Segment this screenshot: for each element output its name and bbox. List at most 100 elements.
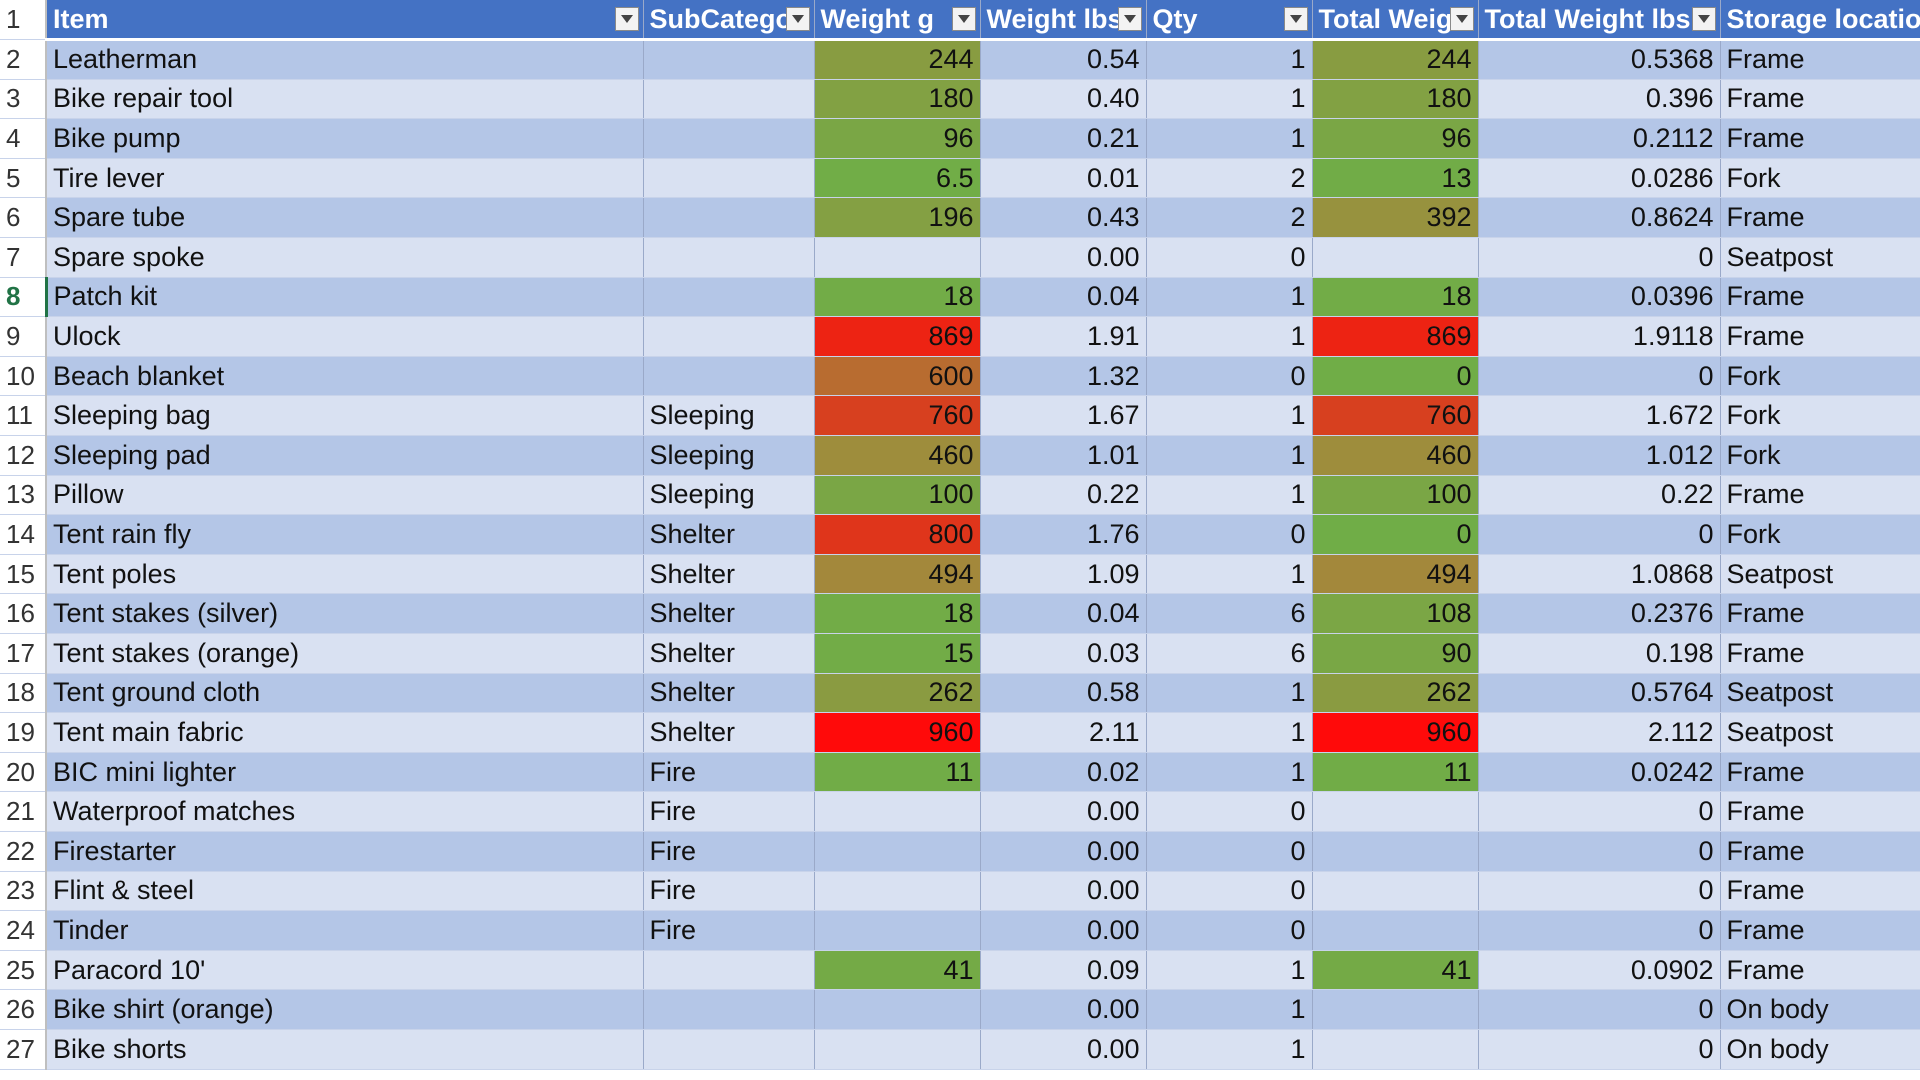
cell-subcategory[interactable]: Shelter: [643, 633, 815, 674]
cell-subcategory[interactable]: Shelter: [643, 712, 815, 753]
row-number[interactable]: 6: [0, 197, 47, 239]
cell-item[interactable]: Beach blanket: [46, 356, 644, 397]
cell-weight-g[interactable]: [814, 237, 981, 278]
cell-weight-g[interactable]: 18: [814, 593, 981, 634]
cell-weight-g[interactable]: 41: [814, 950, 981, 991]
cell-weight-g[interactable]: 6.5: [814, 158, 981, 199]
cell-total-weight[interactable]: [1312, 989, 1479, 1030]
cell-weight-lbs[interactable]: 0.00: [980, 871, 1147, 912]
cell-total-weight-lbs[interactable]: 1.012: [1478, 435, 1721, 476]
cell-subcategory[interactable]: Sleeping: [643, 435, 815, 476]
cell-storage-location[interactable]: On body: [1720, 1029, 1920, 1070]
cell-storage-location[interactable]: Frame: [1720, 871, 1920, 912]
cell-item[interactable]: Tire lever: [46, 158, 644, 199]
cell-storage-location[interactable]: Frame: [1720, 475, 1920, 516]
cell-storage-location[interactable]: Frame: [1720, 831, 1920, 872]
cell-item[interactable]: Patch kit: [46, 277, 644, 318]
row-number[interactable]: 7: [0, 237, 47, 278]
cell-total-weight[interactable]: 869: [1312, 316, 1479, 357]
cell-item[interactable]: Bike shorts: [46, 1029, 644, 1070]
cell-item[interactable]: BIC mini lighter: [46, 752, 644, 793]
cell-qty[interactable]: 1: [1146, 79, 1313, 120]
row-number[interactable]: 15: [0, 554, 47, 595]
row-number[interactable]: 26: [0, 989, 47, 1030]
cell-total-weight[interactable]: 41: [1312, 950, 1479, 991]
cell-item[interactable]: Ulock: [46, 316, 644, 357]
row-number[interactable]: 13: [0, 475, 47, 516]
cell-qty[interactable]: 6: [1146, 633, 1313, 674]
row-number[interactable]: 16: [0, 593, 47, 634]
column-header-total-weight-lbs[interactable]: Total Weight lbs: [1478, 0, 1721, 42]
filter-dropdown-button[interactable]: [614, 7, 639, 31]
filter-dropdown-button[interactable]: [951, 7, 976, 31]
cell-item[interactable]: Spare tube: [46, 197, 644, 239]
cell-qty[interactable]: 1: [1146, 475, 1313, 516]
cell-subcategory[interactable]: [643, 79, 815, 120]
cell-total-weight[interactable]: [1312, 791, 1479, 832]
filter-dropdown-button[interactable]: [1283, 7, 1308, 31]
cell-item[interactable]: Tent main fabric: [46, 712, 644, 753]
cell-subcategory[interactable]: Shelter: [643, 593, 815, 634]
cell-total-weight[interactable]: [1312, 871, 1479, 912]
cell-total-weight[interactable]: 11: [1312, 752, 1479, 793]
cell-item[interactable]: Firestarter: [46, 831, 644, 872]
cell-item[interactable]: Paracord 10': [46, 950, 644, 991]
row-number[interactable]: 2: [0, 39, 47, 80]
row-number[interactable]: 1: [0, 0, 47, 41]
cell-weight-g[interactable]: [814, 831, 981, 872]
cell-storage-location[interactable]: Fork: [1720, 356, 1920, 397]
cell-total-weight-lbs[interactable]: 0.22: [1478, 475, 1721, 516]
cell-storage-location[interactable]: Frame: [1720, 39, 1920, 80]
cell-weight-g[interactable]: 760: [814, 395, 981, 437]
row-number[interactable]: 14: [0, 514, 47, 555]
cell-total-weight-lbs[interactable]: 0: [1478, 514, 1721, 555]
row-number[interactable]: 25: [0, 950, 47, 991]
column-header-weight-lbs[interactable]: Weight lbs: [980, 0, 1147, 42]
cell-total-weight-lbs[interactable]: 0.0902: [1478, 950, 1721, 991]
row-number[interactable]: 5: [0, 158, 47, 199]
cell-weight-lbs[interactable]: 0.43: [980, 197, 1147, 239]
cell-qty[interactable]: 1: [1146, 554, 1313, 595]
row-number[interactable]: 4: [0, 118, 47, 159]
cell-item[interactable]: Spare spoke: [46, 237, 644, 278]
filter-dropdown-button[interactable]: [1691, 7, 1716, 31]
cell-weight-lbs[interactable]: 1.09: [980, 554, 1147, 595]
cell-item[interactable]: Tent rain fly: [46, 514, 644, 555]
cell-total-weight[interactable]: 960: [1312, 712, 1479, 753]
cell-item[interactable]: Tent stakes (orange): [46, 633, 644, 674]
cell-total-weight-lbs[interactable]: 1.672: [1478, 395, 1721, 437]
cell-weight-g[interactable]: 18: [814, 277, 981, 318]
cell-subcategory[interactable]: [643, 237, 815, 278]
cell-weight-g[interactable]: 262: [814, 673, 981, 714]
cell-total-weight-lbs[interactable]: 1.9118: [1478, 316, 1721, 357]
filter-dropdown-button[interactable]: [1449, 7, 1474, 31]
cell-subcategory[interactable]: [643, 277, 815, 318]
cell-subcategory[interactable]: Fire: [643, 910, 815, 951]
cell-total-weight[interactable]: 262: [1312, 673, 1479, 714]
cell-weight-lbs[interactable]: 0.00: [980, 831, 1147, 872]
cell-total-weight-lbs[interactable]: 0.2112: [1478, 118, 1721, 159]
cell-subcategory[interactable]: [643, 316, 815, 357]
cell-qty[interactable]: 2: [1146, 158, 1313, 199]
cell-subcategory[interactable]: Sleeping: [643, 475, 815, 516]
cell-weight-lbs[interactable]: 1.91: [980, 316, 1147, 357]
cell-weight-lbs[interactable]: 0.00: [980, 989, 1147, 1030]
cell-storage-location[interactable]: Seatpost: [1720, 237, 1920, 278]
cell-weight-lbs[interactable]: 1.01: [980, 435, 1147, 476]
row-number[interactable]: 17: [0, 633, 47, 674]
cell-total-weight-lbs[interactable]: 0.0396: [1478, 277, 1721, 318]
cell-weight-g[interactable]: 11: [814, 752, 981, 793]
cell-total-weight-lbs[interactable]: 0.198: [1478, 633, 1721, 674]
cell-weight-lbs[interactable]: 0.03: [980, 633, 1147, 674]
cell-qty[interactable]: 1: [1146, 118, 1313, 159]
cell-weight-lbs[interactable]: 0.04: [980, 593, 1147, 634]
row-number[interactable]: 23: [0, 871, 47, 912]
cell-subcategory[interactable]: [643, 118, 815, 159]
cell-total-weight[interactable]: 760: [1312, 395, 1479, 437]
cell-total-weight-lbs[interactable]: 1.0868: [1478, 554, 1721, 595]
cell-weight-g[interactable]: 96: [814, 118, 981, 159]
cell-weight-lbs[interactable]: 1.76: [980, 514, 1147, 555]
cell-total-weight[interactable]: 108: [1312, 593, 1479, 634]
cell-weight-lbs[interactable]: 0.00: [980, 910, 1147, 951]
row-number[interactable]: 18: [0, 673, 47, 714]
